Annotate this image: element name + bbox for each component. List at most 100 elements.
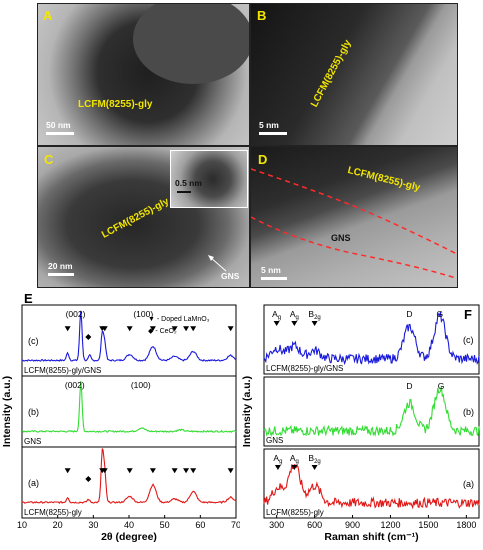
peak-marker bbox=[311, 321, 318, 326]
scale-bar bbox=[261, 277, 287, 280]
panel-letter: F bbox=[464, 307, 472, 322]
x-tick-label: 1800 bbox=[456, 520, 476, 530]
peak-marker bbox=[291, 465, 298, 470]
series-label: LCFM(8255)-gly bbox=[24, 508, 82, 517]
subplot-frame bbox=[263, 448, 480, 519]
peak-annotation: D bbox=[406, 309, 412, 319]
peak-annotation: (002) bbox=[65, 380, 85, 390]
inset-image: 0.5 nm bbox=[170, 150, 248, 208]
peak-marker bbox=[274, 465, 281, 470]
doped-marker bbox=[126, 468, 133, 474]
series-label: GNS bbox=[266, 436, 283, 445]
inset-scale-bar bbox=[177, 191, 191, 193]
x-axis-label: 2θ (degree) bbox=[101, 531, 157, 543]
series-label: GNS bbox=[24, 437, 41, 446]
series-tag: (b) bbox=[28, 407, 39, 417]
x-tick-label: 900 bbox=[345, 520, 360, 530]
doped-marker bbox=[126, 326, 133, 332]
gns-label: GNS bbox=[221, 271, 240, 281]
doped-marker bbox=[64, 326, 71, 332]
doped-marker bbox=[227, 468, 234, 474]
peak-annotation: (100) bbox=[131, 380, 151, 390]
scale-bar-label: 50 nm bbox=[46, 120, 71, 130]
x-tick-label: 30 bbox=[88, 520, 98, 530]
tem-panel-d: D LCFM(8255)-gly GNS 5 nm bbox=[250, 146, 458, 288]
series-label: LCFM(8255)-gly/GNS bbox=[266, 364, 343, 373]
peak-annotation: G bbox=[438, 381, 445, 391]
gns-arrow bbox=[208, 255, 227, 272]
series-tag: (a) bbox=[28, 478, 39, 488]
series-line bbox=[21, 448, 237, 504]
x-tick-label: 10 bbox=[17, 520, 27, 530]
subplot-frame bbox=[21, 304, 237, 377]
scale-bar bbox=[46, 132, 74, 135]
peak-annotation: (002) bbox=[66, 309, 86, 319]
raman-chart: Intensity (a.u.) (c) LCFM(8255)-gly/GNS Ag A… bbox=[241, 304, 480, 543]
series-label: LCFM(8255)-gly bbox=[266, 508, 324, 517]
series-tag: (a) bbox=[463, 479, 474, 489]
doped-marker bbox=[101, 468, 108, 474]
panel-letter: A bbox=[43, 8, 53, 23]
subplot-frame bbox=[21, 446, 237, 519]
series-tag: (b) bbox=[463, 407, 474, 417]
x-axis-label: Raman shift (cm⁻¹) bbox=[324, 531, 418, 543]
doped-marker bbox=[171, 326, 178, 332]
peak-marker bbox=[291, 321, 298, 326]
panel-letter: D bbox=[258, 152, 268, 167]
doped-marker bbox=[227, 326, 234, 332]
panel-letter: C bbox=[44, 152, 54, 167]
series-line bbox=[263, 311, 480, 366]
tem-panel-b: B LCFM(8255)-gly 5 nm bbox=[250, 3, 458, 146]
peak-marker bbox=[311, 465, 318, 470]
sample-label: LCFM(8255)-gly bbox=[78, 99, 153, 110]
x-tick-label: 600 bbox=[307, 520, 322, 530]
series-line bbox=[263, 464, 480, 510]
doped-marker bbox=[149, 326, 156, 332]
gns-label: GNS bbox=[331, 233, 351, 243]
doped-marker bbox=[64, 468, 71, 474]
ceo2-marker bbox=[85, 333, 92, 340]
panel-letter: E bbox=[24, 293, 33, 306]
peak-annotation: G bbox=[436, 309, 443, 319]
x-tick-label: 20 bbox=[53, 520, 63, 530]
doped-marker bbox=[190, 326, 197, 332]
doped-marker bbox=[149, 468, 156, 474]
series-line bbox=[263, 385, 480, 438]
inset-scale-label: 0.5 nm bbox=[175, 178, 202, 188]
doped-marker bbox=[101, 326, 108, 332]
scale-bar-label: 5 nm bbox=[259, 120, 279, 130]
peak-annotation: D bbox=[406, 381, 412, 391]
x-tick-label: 50 bbox=[160, 520, 170, 530]
tem-panel-a: A LCFM(8255)-gly 50 nm bbox=[37, 3, 250, 146]
peak-annotation: Ag bbox=[273, 453, 282, 465]
scale-bar bbox=[259, 132, 287, 135]
xrd-chart: Intensity (a.u.) (c) LCFM(8255)-gly/GNS (00… bbox=[1, 293, 240, 543]
scale-bar-label: 5 nm bbox=[261, 265, 281, 275]
scale-bar-label: 20 nm bbox=[48, 261, 73, 271]
x-tick-label: 1500 bbox=[418, 520, 438, 530]
x-tick-label: 70 bbox=[231, 520, 240, 530]
y-axis-label: Intensity (a.u.) bbox=[1, 376, 13, 447]
doped-marker bbox=[183, 326, 190, 332]
legend-ceo2: ◆ - CeO₂ bbox=[148, 328, 177, 335]
doped-marker bbox=[171, 468, 178, 474]
peak-annotation: Ag bbox=[272, 309, 281, 321]
series-line bbox=[21, 380, 237, 433]
subplot-frame bbox=[263, 304, 480, 375]
particle-shape bbox=[133, 4, 249, 84]
scale-bar bbox=[48, 273, 74, 276]
x-tick-label: 40 bbox=[124, 520, 134, 530]
subplot-frame bbox=[21, 375, 237, 448]
series-line bbox=[21, 310, 237, 362]
sample-label: LCFM(8255)-gly bbox=[309, 38, 354, 110]
series-tag: (c) bbox=[463, 335, 474, 345]
peak-annotation: Ag bbox=[290, 309, 299, 321]
tem-panel-c: C 0.5 nm LCFM(8255)-gly GNS 20 nm bbox=[37, 146, 250, 288]
gns-boundary-lines bbox=[251, 168, 457, 280]
peak-marker bbox=[273, 321, 280, 326]
doped-marker bbox=[183, 468, 190, 474]
x-tick-label: 60 bbox=[195, 520, 205, 530]
peak-annotation: (100) bbox=[133, 309, 153, 319]
y-axis-label: Intensity (a.u.) bbox=[241, 376, 253, 447]
doped-marker bbox=[190, 468, 197, 474]
